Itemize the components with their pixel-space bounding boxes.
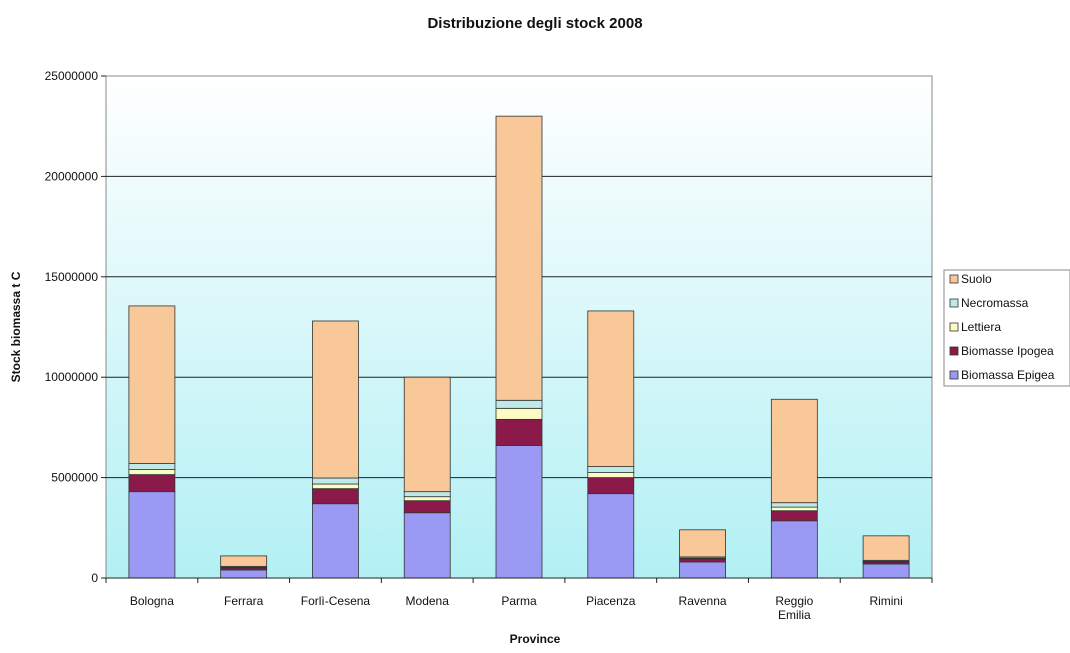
x-tick-label: Piacenza <box>586 594 636 608</box>
bar-segment <box>770 502 818 508</box>
x-axis-label: Province <box>510 632 561 646</box>
x-tick-label: Ferrara <box>224 594 264 608</box>
legend-label: Biomassa Epigea <box>961 368 1055 382</box>
chart-title: Distribuzione degli stock 2008 <box>427 15 642 32</box>
legend-label: Necromassa <box>961 296 1029 310</box>
bar-segment <box>587 493 635 579</box>
bar-segment <box>679 558 726 563</box>
bar-segment <box>128 491 176 579</box>
bar-segment <box>587 477 635 495</box>
bar-segment <box>587 472 635 478</box>
legend: Suolo Necromassa Lettiera Biomasse Ipogea Bi… <box>943 269 1070 387</box>
x-tick-label: Forlì-Cesena <box>301 594 371 608</box>
x-axis-ticks: Bologna Ferrara Forlì-Cesena Modena Parma Pia… <box>105 577 933 622</box>
bar-segment <box>495 407 543 420</box>
legend-label: Lettiera <box>961 320 1001 334</box>
bar-segment <box>220 555 268 567</box>
x-tick-label: Rimini <box>869 594 902 608</box>
legend-swatch <box>949 298 959 308</box>
bar-segment <box>862 535 910 561</box>
legend-box <box>943 269 1070 387</box>
bar-segment <box>128 305 176 464</box>
bar-segment <box>770 510 818 522</box>
bar-segment <box>495 445 543 579</box>
bar-segment <box>312 477 359 485</box>
bar-segment <box>587 310 635 467</box>
legend-label: Biomasse Ipogea <box>961 344 1054 358</box>
bar-segment <box>403 496 451 502</box>
bar-segment <box>770 398 818 504</box>
legend-swatch <box>949 274 959 284</box>
y-axis-ticks: 0 5000000 10000000 15000000 20000000 25000000 <box>45 69 106 585</box>
bar-segment <box>770 520 818 579</box>
bar-segment <box>128 474 176 493</box>
bar-segment <box>312 483 359 490</box>
y-tick-label: 20000000 <box>45 169 99 183</box>
bar-segment <box>312 503 359 579</box>
x-tick-label: Reggio <box>775 594 813 608</box>
legend-label: Suolo <box>961 272 992 286</box>
bar-segment <box>495 115 543 401</box>
bar-segment <box>403 491 451 498</box>
x-tick-label: Bologna <box>130 594 174 608</box>
bar-segment <box>128 463 176 470</box>
bar-segment <box>403 500 451 514</box>
bar-segment <box>679 561 726 579</box>
y-tick-label: 25000000 <box>45 69 99 83</box>
bar-segment <box>312 320 359 479</box>
bar-segment <box>495 399 543 409</box>
y-tick-label: 5000000 <box>51 471 98 485</box>
bar-segment <box>770 506 818 512</box>
x-tick-label: Modena <box>406 594 450 608</box>
bar-segment <box>495 418 543 446</box>
bars <box>128 115 910 579</box>
y-tick-label: 0 <box>91 571 98 585</box>
bar-segment <box>862 563 910 579</box>
x-tick-label: Emilia <box>778 608 811 622</box>
y-tick-label: 15000000 <box>45 270 99 284</box>
bar-segment <box>220 569 268 579</box>
legend-swatch <box>949 370 959 380</box>
legend-swatch <box>949 346 959 356</box>
bar-segment <box>679 529 726 558</box>
y-axis-label: Stock biomassa t C <box>9 271 23 382</box>
y-tick-label: 10000000 <box>45 370 99 384</box>
bar-segment <box>403 512 451 579</box>
x-tick-label: Ravenna <box>679 594 727 608</box>
bar-segment <box>587 466 635 473</box>
x-tick-label: Parma <box>501 594 537 608</box>
legend-swatch <box>949 322 959 332</box>
bar-segment <box>312 488 359 505</box>
bar-segment <box>403 376 451 493</box>
bar-segment <box>128 469 176 475</box>
